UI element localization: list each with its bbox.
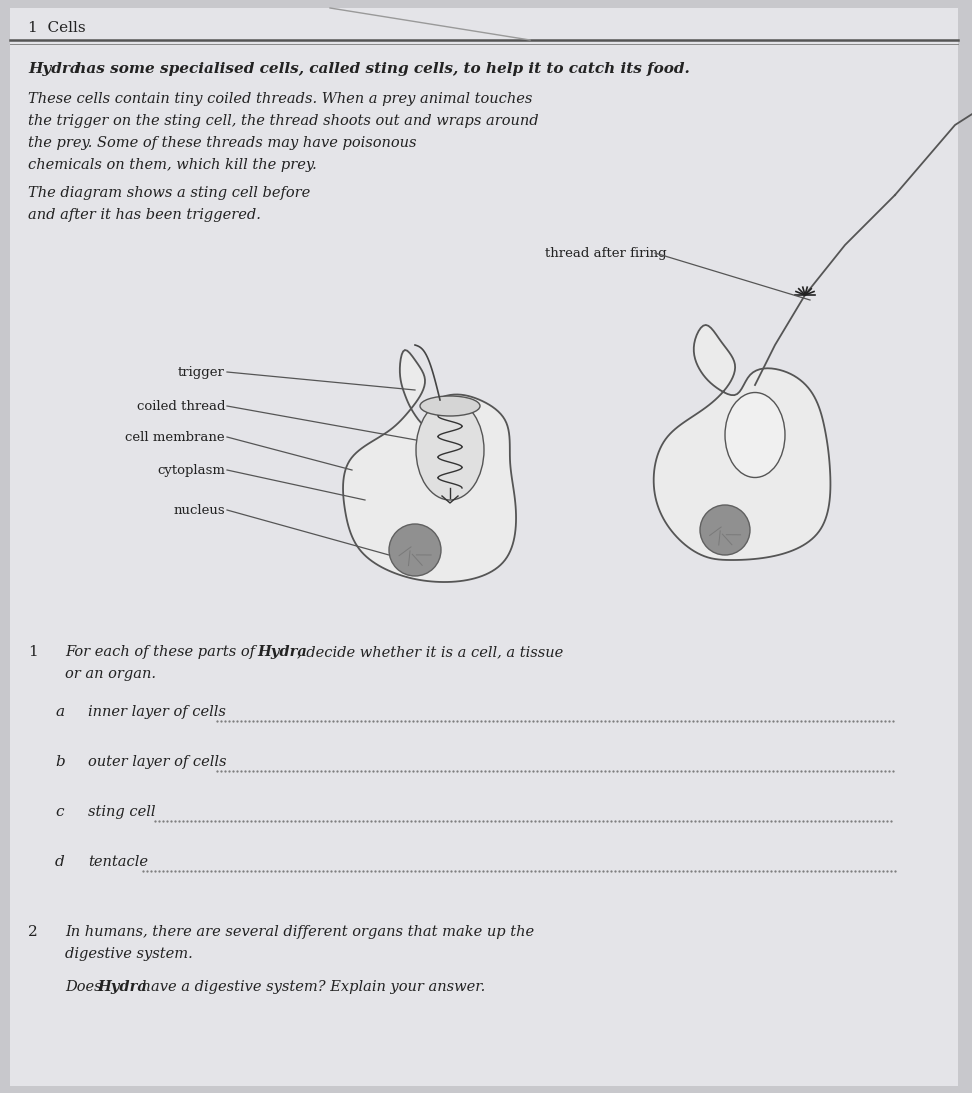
Text: , decide whether it is a cell, a tissue: , decide whether it is a cell, a tissue <box>297 645 563 659</box>
Text: Hydra: Hydra <box>97 980 147 994</box>
Text: has some specialised cells, called sting cells, to help it to catch its food.: has some specialised cells, called sting… <box>70 62 690 77</box>
Text: d: d <box>55 855 65 869</box>
Text: a: a <box>55 705 64 719</box>
Ellipse shape <box>416 400 484 500</box>
Polygon shape <box>343 350 516 581</box>
Text: Hydra: Hydra <box>257 645 307 659</box>
Text: cytoplasm: cytoplasm <box>157 463 225 477</box>
Text: outer layer of cells: outer layer of cells <box>88 755 226 769</box>
Text: Hydra: Hydra <box>28 62 80 77</box>
Text: and after it has been triggered.: and after it has been triggered. <box>28 208 260 222</box>
Text: the trigger on the sting cell, the thread shoots out and wraps around: the trigger on the sting cell, the threa… <box>28 114 538 128</box>
Text: cell membrane: cell membrane <box>125 431 225 444</box>
Text: For each of these parts of: For each of these parts of <box>65 645 260 659</box>
Text: thread after firing: thread after firing <box>545 247 667 259</box>
Text: coiled thread: coiled thread <box>136 400 225 412</box>
Text: Does: Does <box>65 980 106 994</box>
Text: have a digestive system? Explain your answer.: have a digestive system? Explain your an… <box>137 980 485 994</box>
Circle shape <box>700 505 750 555</box>
Text: These cells contain tiny coiled threads. When a prey animal touches: These cells contain tiny coiled threads.… <box>28 92 533 106</box>
Text: trigger: trigger <box>178 365 225 378</box>
Text: The diagram shows a sting cell before: The diagram shows a sting cell before <box>28 186 310 200</box>
Ellipse shape <box>725 392 785 478</box>
Text: c: c <box>55 806 63 819</box>
Text: digestive system.: digestive system. <box>65 947 192 961</box>
Text: the prey. Some of these threads may have poisonous: the prey. Some of these threads may have… <box>28 136 416 150</box>
Text: nucleus: nucleus <box>173 504 225 517</box>
Text: 1  Cells: 1 Cells <box>28 21 86 35</box>
Text: sting cell: sting cell <box>88 806 156 819</box>
Text: tentacle: tentacle <box>88 855 148 869</box>
Text: 1: 1 <box>28 645 38 659</box>
Text: inner layer of cells: inner layer of cells <box>88 705 226 719</box>
Text: chemicals on them, which kill the prey.: chemicals on them, which kill the prey. <box>28 158 317 172</box>
Ellipse shape <box>420 396 480 416</box>
Circle shape <box>389 524 441 576</box>
Text: 2: 2 <box>28 925 38 939</box>
Text: In humans, there are several different organs that make up the: In humans, there are several different o… <box>65 925 535 939</box>
Text: b: b <box>55 755 65 769</box>
Polygon shape <box>654 325 830 560</box>
Text: or an organ.: or an organ. <box>65 667 156 681</box>
